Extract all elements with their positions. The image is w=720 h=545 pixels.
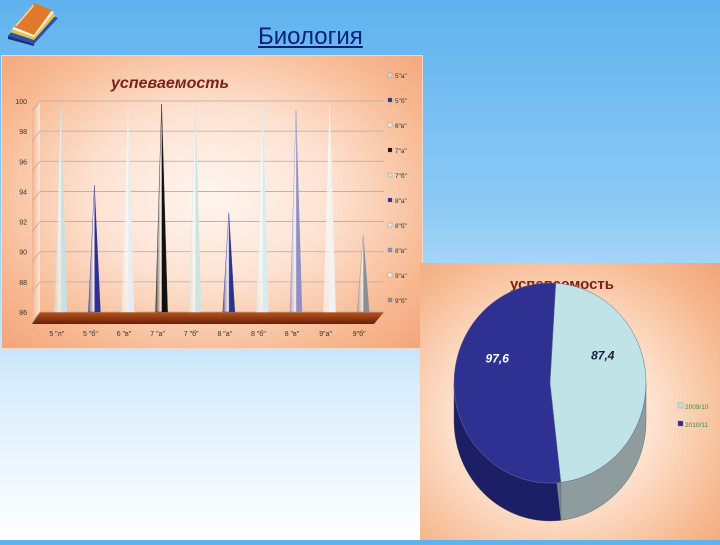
x-tick-label: 6 "в" [117,331,132,338]
pie-data-label: 87,4 [591,349,615,363]
gridline-wall [31,311,41,323]
gridline-wall [31,161,41,172]
books-icon [8,3,58,46]
cone-bar [222,212,236,313]
gridline-wall [31,281,41,293]
x-tick-label: 9"а" [319,331,332,338]
cone-bar [188,104,202,313]
gridline-wall [31,191,41,202]
legend-label: 9"а" [395,273,408,280]
y-tick-label: 98 [19,129,27,136]
legend-swatch [387,72,393,78]
gridline-wall [31,100,41,112]
legend-label: 7"а" [395,148,408,155]
y-tick-label: 96 [19,159,27,166]
legend-swatch [387,272,393,278]
y-tick-label: 100 [15,99,27,106]
x-tick-label: 5 "б" [83,330,98,338]
legend-label: 9"б" [395,297,408,305]
legend-label: 7"б" [395,172,408,180]
gridline-wall [31,251,41,262]
legend-swatch [677,402,684,409]
gridline-wall [31,130,41,142]
slide-title: Биология [258,23,363,50]
cone-bar [88,185,101,313]
pie-slice [453,282,562,484]
x-tick-label: 5 "л" [49,331,64,338]
cone-bar [323,105,336,313]
legend-swatch [677,420,684,427]
cone-bar [54,104,68,313]
gridline-wall [31,221,41,232]
y-tick-label: 90 [19,250,27,257]
pie-slice [549,282,647,483]
y-tick-label: 94 [19,189,27,196]
legend-swatch [387,197,393,203]
y-tick-label: 92 [19,220,27,227]
legend-swatch [387,247,393,253]
legend-label: 8"в" [395,248,407,255]
legend-swatch [387,222,393,228]
x-tick-label: 7 "б" [184,330,199,338]
cone-chart: успеваемость 86 88 90 92 94 96 98 100 5 "л" 5 "б… [15,72,408,338]
cone-bar [289,110,303,313]
y-tick-label: 86 [19,310,27,317]
cone-bar [121,107,135,313]
legend-label: 8"б" [395,222,408,230]
legend-label: 2010/11 [685,422,708,429]
cone-bar [256,104,269,313]
legend-label: 5"а" [395,73,408,80]
x-tick-label: 8 "а" [217,331,232,338]
cone-bar [155,104,168,313]
chart-title: успеваемость [110,75,229,92]
x-tick-label: 7 "а" [150,331,165,338]
legend-swatch [387,97,393,103]
legend-label: 5"б" [395,97,408,105]
pie-data-label: 97,6 [486,351,510,365]
cone-bar [356,235,370,313]
x-tick-label: 8 "в" [285,331,300,338]
cone-chart-panel: успеваемость 86 88 90 92 94 96 98 100 5 "л" 5 "б… [2,56,422,348]
legend-label: 8"а" [395,198,408,205]
legend-label: 2009/10 [685,404,709,411]
legend-swatch [387,147,393,153]
x-tick-label: 9"б" [353,330,366,338]
y-tick-label: 88 [19,280,27,287]
x-tick-label: 8 "б" [251,330,266,338]
legend-swatch [387,122,393,128]
legend-label: 6"в" [395,123,407,130]
legend-swatch [387,172,393,178]
legend-swatch [387,297,393,303]
